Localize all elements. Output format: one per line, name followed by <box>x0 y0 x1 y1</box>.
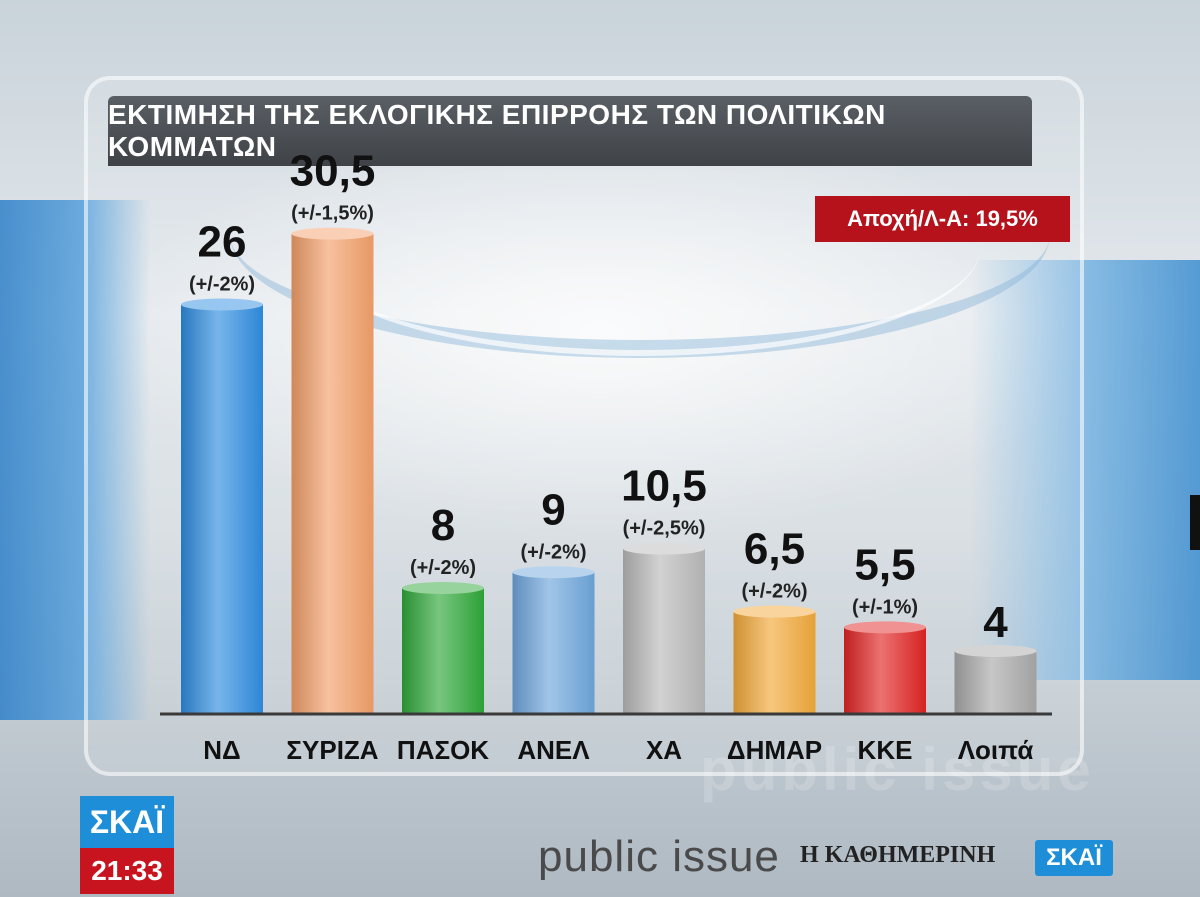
category-label: ΣΥΡΙΖΑ <box>286 735 378 765</box>
abstention-badge: Αποχή/Λ-Α: 19,5% <box>815 196 1070 242</box>
bar-ΠΑΣΟΚ <box>402 588 484 714</box>
bar-cap-ΝΔ <box>181 298 263 311</box>
category-label: ΧΑ <box>646 735 682 765</box>
bar-cap-ΑΝΕΛ <box>512 566 595 579</box>
bar-cap-ΔΗΜΑΡ <box>733 605 816 618</box>
bar-ΔΗΜΑΡ <box>733 611 816 714</box>
bar-cap-ΣΥΡΙΖΑ <box>291 227 374 240</box>
abstention-text: Αποχή/Λ-Α: 19,5% <box>847 206 1038 231</box>
margin-label: (+/-2%) <box>741 581 807 603</box>
value-label: 6,5 <box>744 525 805 574</box>
margin-label: (+/-1,5%) <box>291 203 374 225</box>
category-label: ΔΗΜΑΡ <box>727 735 822 765</box>
margin-label: (+/-2%) <box>189 274 255 296</box>
bar-cap-Λοιπά <box>954 645 1037 657</box>
bar-Λοιπά <box>954 651 1037 714</box>
bar-ΧΑ <box>623 548 705 714</box>
margin-label: (+/-2,5%) <box>623 518 706 540</box>
value-label: 9 <box>541 485 565 534</box>
category-label: Λοιπά <box>958 735 1034 765</box>
pollster-logo: public issue <box>538 832 780 881</box>
value-label: 8 <box>431 501 455 550</box>
bar-cap-ΧΑ <box>623 542 705 555</box>
margin-label: (+/-2%) <box>410 557 476 579</box>
category-label: ΠΑΣΟΚ <box>397 735 489 765</box>
bar-ΝΔ <box>181 304 263 714</box>
bar-ΣΥΡΙΖΑ <box>291 233 374 714</box>
logo-channel-name: ΣΚΑΪ <box>80 796 174 848</box>
margin-label: (+/-2%) <box>520 541 586 563</box>
title-bar: ΕΚΤΙΜΗΣΗ ΤΗΣ ΕΚΛΟΓΙΚΗΣ ΕΠΙΡΡΟΗΣ ΤΩΝ ΠΟΛΙ… <box>108 96 1032 166</box>
category-label: ΝΔ <box>203 735 240 765</box>
bar-ΚΚΕ <box>844 627 926 714</box>
value-label: 30,5 <box>290 147 376 196</box>
value-label: 10,5 <box>621 462 707 511</box>
category-label: ΑΝΕΛ <box>517 735 590 765</box>
edge-mark <box>1190 495 1200 550</box>
value-label: 26 <box>198 218 247 267</box>
bar-cap-ΚΚΕ <box>844 621 926 634</box>
channel-logo: ΣΚΑΪ 21:33 <box>80 796 174 894</box>
watermark: public issue <box>700 736 1095 803</box>
margin-label: (+/-1%) <box>852 596 918 618</box>
category-label: ΚΚΕ <box>858 735 913 765</box>
chart-title: ΕΚΤΙΜΗΣΗ ΤΗΣ ΕΚΛΟΓΙΚΗΣ ΕΠΙΡΡΟΗΣ ΤΩΝ ΠΟΛΙ… <box>108 99 886 162</box>
logo-clock: 21:33 <box>80 848 174 894</box>
bar-cap-ΠΑΣΟΚ <box>402 582 484 594</box>
channel-badge: ΣΚΑΪ <box>1035 840 1113 876</box>
value-label: 5,5 <box>854 540 915 589</box>
value-label: 4 <box>983 598 1008 647</box>
newspaper-logo: Η ΚΑΘΗΜΕΡΙΝΗ <box>800 842 996 868</box>
bar-ΑΝΕΛ <box>512 572 595 714</box>
